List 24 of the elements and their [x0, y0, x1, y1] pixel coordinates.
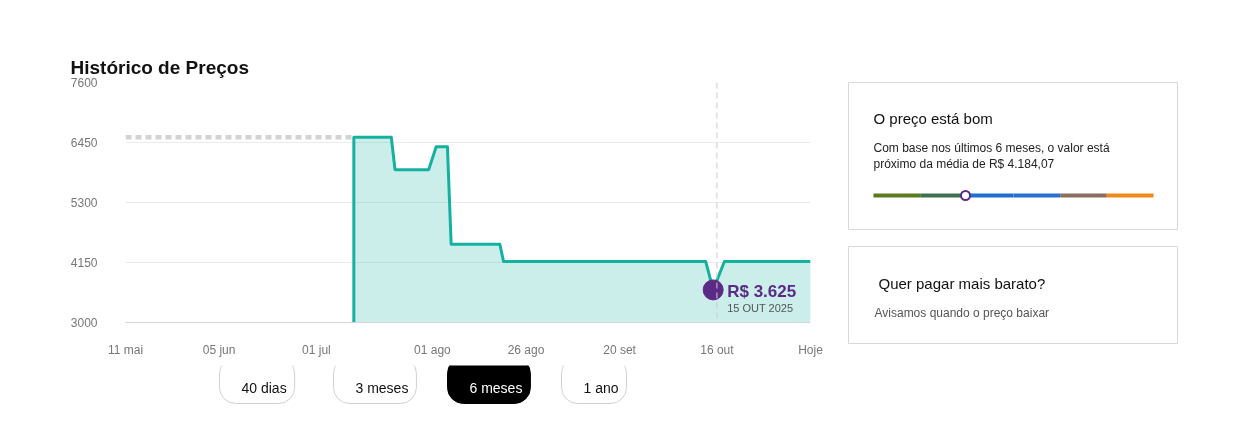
- y-tick-label: 4150: [70, 256, 98, 270]
- text: Com base nos últimos 6 meses, o valor está próximo da média de R$ 4.184,07: [873, 140, 1110, 172]
- x-tick-label: 16 out: [700, 342, 735, 357]
- x-tick-label: 01 ago: [414, 342, 452, 357]
- x-tick-label: Hoje: [798, 342, 824, 357]
- x-tick-label: 05 jun: [202, 342, 236, 357]
- text: 3 meses: [355, 379, 409, 396]
- y-tick-label: 6450: [70, 136, 98, 150]
- x-tick-label: 01 jul: [302, 342, 331, 357]
- y-tick-label: 7600: [70, 76, 98, 90]
- chart-title: Histórico de Preços: [70, 56, 249, 78]
- x-tick-label: 20 set: [603, 342, 637, 357]
- text: Avisamos quando o preço baixar: [874, 305, 1050, 320]
- text: O preço está bom: [873, 110, 993, 127]
- y-tick-label: 5300: [70, 196, 98, 210]
- text: Quer pagar mais barato?: [878, 275, 1046, 292]
- x-tick-label: 11 mai: [107, 342, 144, 357]
- y-tick-label: 3000: [70, 316, 98, 330]
- x-tick-label: 26 ago: [507, 342, 545, 357]
- annotation: R$ 3.625: [727, 282, 797, 302]
- text: 1 ano: [583, 379, 619, 396]
- annotation: 15 OUT 2025: [727, 301, 794, 314]
- text: 40 dias: [241, 379, 287, 396]
- text: 6 meses: [469, 379, 523, 396]
